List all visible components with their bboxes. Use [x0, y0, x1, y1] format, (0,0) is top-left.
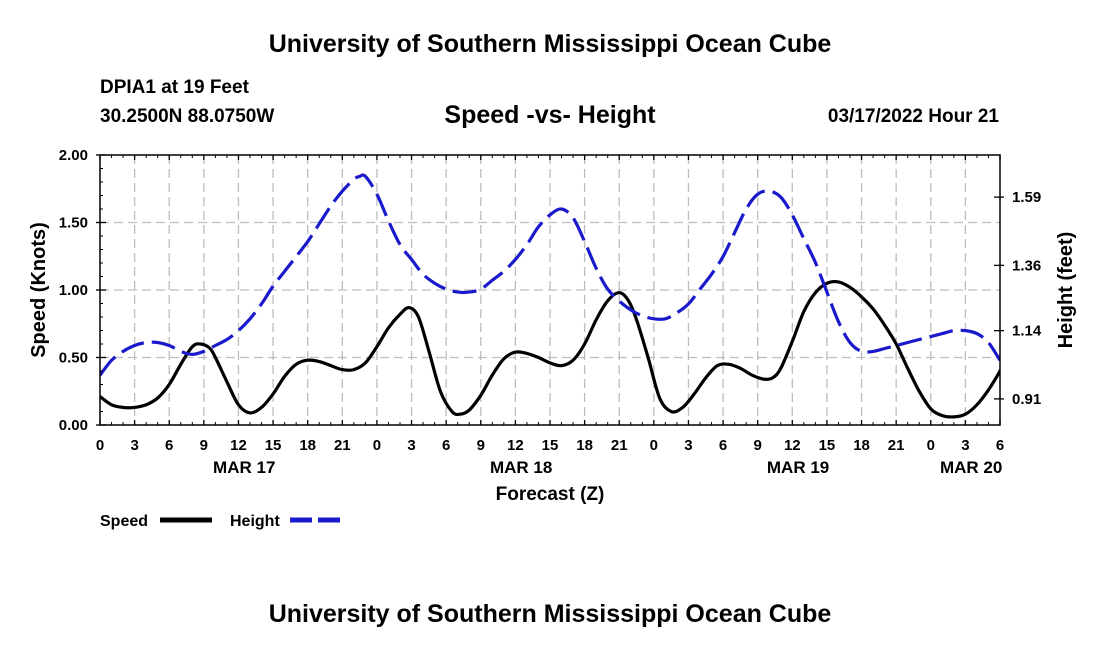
x-axis-label: Forecast (Z)	[496, 484, 605, 505]
x-tick-label: 12	[507, 437, 524, 454]
legend-label-speed: Speed	[100, 513, 148, 530]
page-title: University of Southern Mississippi Ocean…	[268, 30, 832, 58]
y-axis-label: Speed (Knots)	[28, 222, 50, 358]
y-tick-label: 2.00	[59, 147, 88, 164]
x-tick-label: 18	[299, 437, 316, 454]
y2-axis-label: Height (feet)	[1055, 232, 1077, 349]
legend: Speed Height	[100, 513, 342, 530]
y-tick-label: 1.00	[59, 282, 88, 299]
x-tick-label: 18	[853, 437, 870, 454]
date-label: MAR 20	[940, 458, 1002, 477]
x-tick-label: 21	[611, 437, 628, 454]
series-layer	[100, 173, 1000, 419]
x-tick-label: 21	[334, 437, 351, 454]
x-tick-label: 15	[265, 437, 282, 454]
x-tick-label: 12	[230, 437, 247, 454]
x-tick-label: 0	[373, 437, 381, 454]
x-tick-label: 0	[927, 437, 935, 454]
x-tick-label: 15	[819, 437, 836, 454]
x-tick-label: 0	[96, 437, 104, 454]
date-label: MAR 18	[490, 458, 552, 477]
x-tick-label: 9	[754, 437, 762, 454]
height-line	[100, 173, 1000, 377]
date-label: 03/17/2022 Hour 21	[827, 106, 999, 127]
x-tick-label: 3	[130, 437, 138, 454]
x-tick-label: 6	[442, 437, 450, 454]
y2-tick-label: 1.36	[1012, 257, 1041, 274]
y-tick-label: 0.50	[59, 350, 88, 367]
y2-tick-label: 1.59	[1012, 189, 1041, 206]
y-tick-label: 0.00	[59, 417, 88, 434]
x-tick-label: 6	[165, 437, 173, 454]
x-tick-label: 3	[407, 437, 415, 454]
axis-ticks: 0 3 6 9 12 15 18 21 0 3 6 9 12 15 18 21 0 3 6 9 12 15 18 21 0 3 6 0…	[59, 147, 1042, 477]
date-label: MAR 17	[213, 458, 275, 477]
x-tick-label: 6	[719, 437, 727, 454]
x-tick-label: 3	[684, 437, 692, 454]
x-tick-label: 15	[542, 437, 559, 454]
footer-title: University of Southern Mississippi Ocean…	[268, 600, 832, 628]
y2-tick-label: 1.14	[1012, 323, 1042, 340]
x-tick-label: 6	[996, 437, 1004, 454]
chart-title: Speed -vs- Height	[444, 101, 656, 129]
speed-line	[100, 279, 1000, 419]
grid	[100, 155, 1000, 425]
coordinates-label: 30.2500N 88.0750W	[100, 106, 275, 127]
x-tick-label: 9	[200, 437, 208, 454]
date-label: MAR 19	[767, 458, 829, 477]
legend-label-height: Height	[230, 513, 280, 530]
x-tick-label: 9	[477, 437, 485, 454]
y2-tick-label: 0.91	[1012, 391, 1041, 408]
station-label: DPIA1 at 19 Feet	[100, 77, 249, 98]
y-tick-label: 1.50	[59, 215, 88, 232]
x-tick-label: 0	[650, 437, 658, 454]
x-tick-label: 21	[888, 437, 905, 454]
x-tick-label: 12	[784, 437, 801, 454]
x-tick-label: 18	[576, 437, 593, 454]
x-tick-label: 3	[961, 437, 969, 454]
